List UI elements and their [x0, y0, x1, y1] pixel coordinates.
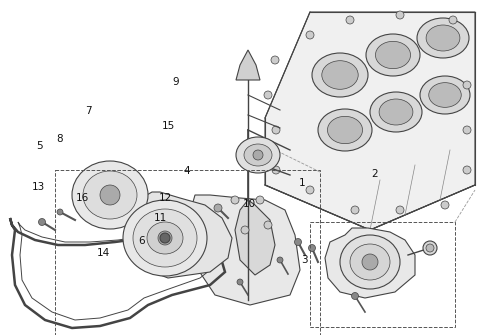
Ellipse shape: [426, 25, 460, 51]
Circle shape: [264, 91, 272, 99]
Circle shape: [241, 226, 249, 234]
Text: 3: 3: [301, 255, 308, 265]
Circle shape: [158, 231, 172, 245]
Circle shape: [272, 126, 280, 134]
Text: 5: 5: [36, 141, 43, 151]
Ellipse shape: [379, 99, 413, 125]
Ellipse shape: [147, 222, 183, 254]
Circle shape: [309, 245, 315, 252]
Text: 4: 4: [184, 166, 191, 176]
Ellipse shape: [83, 171, 137, 219]
Ellipse shape: [340, 235, 400, 289]
Polygon shape: [132, 192, 232, 278]
Ellipse shape: [244, 144, 272, 166]
Circle shape: [463, 166, 471, 174]
Polygon shape: [265, 12, 475, 230]
Ellipse shape: [322, 61, 358, 89]
Ellipse shape: [318, 109, 372, 151]
Circle shape: [272, 166, 280, 174]
Circle shape: [463, 81, 471, 89]
Ellipse shape: [123, 200, 207, 276]
Ellipse shape: [350, 244, 390, 280]
Circle shape: [306, 186, 314, 194]
Circle shape: [231, 196, 239, 204]
Circle shape: [362, 254, 378, 270]
Circle shape: [264, 221, 272, 229]
Polygon shape: [325, 228, 415, 298]
Text: 14: 14: [96, 248, 110, 258]
Circle shape: [100, 185, 120, 205]
Circle shape: [351, 206, 359, 214]
Polygon shape: [235, 200, 275, 275]
Circle shape: [426, 244, 434, 252]
Ellipse shape: [236, 137, 280, 173]
Circle shape: [57, 209, 63, 215]
Ellipse shape: [370, 92, 422, 132]
Circle shape: [441, 201, 449, 209]
Circle shape: [253, 150, 263, 160]
Ellipse shape: [133, 209, 197, 267]
Polygon shape: [185, 195, 300, 305]
Polygon shape: [236, 50, 260, 80]
Text: 1: 1: [299, 178, 306, 188]
Text: 15: 15: [161, 121, 175, 131]
Circle shape: [214, 204, 222, 212]
Circle shape: [463, 126, 471, 134]
Circle shape: [423, 241, 437, 255]
Ellipse shape: [429, 83, 461, 107]
Circle shape: [160, 233, 170, 243]
Text: 10: 10: [243, 199, 256, 209]
Ellipse shape: [327, 116, 362, 144]
Circle shape: [306, 31, 314, 39]
Circle shape: [237, 279, 243, 285]
Text: 7: 7: [85, 106, 92, 116]
Text: 8: 8: [57, 134, 63, 144]
Circle shape: [256, 196, 264, 204]
Text: 9: 9: [172, 77, 179, 87]
Circle shape: [396, 11, 404, 19]
Circle shape: [38, 218, 46, 225]
Circle shape: [277, 257, 283, 263]
Ellipse shape: [72, 161, 148, 229]
Circle shape: [271, 56, 279, 64]
Text: 16: 16: [76, 193, 89, 203]
Polygon shape: [88, 180, 118, 210]
Circle shape: [396, 206, 404, 214]
Ellipse shape: [312, 53, 368, 97]
Text: 11: 11: [154, 213, 168, 223]
Circle shape: [449, 16, 457, 24]
Bar: [310, 222, 455, 327]
Ellipse shape: [366, 34, 420, 76]
Text: 13: 13: [32, 182, 45, 192]
Ellipse shape: [417, 18, 469, 58]
Circle shape: [295, 239, 301, 246]
Ellipse shape: [375, 41, 410, 69]
Text: 6: 6: [138, 236, 145, 246]
Circle shape: [351, 292, 359, 299]
Text: 2: 2: [371, 169, 378, 179]
Circle shape: [346, 16, 354, 24]
Text: 12: 12: [159, 193, 172, 203]
Bar: [55, 170, 320, 335]
Ellipse shape: [420, 76, 470, 114]
